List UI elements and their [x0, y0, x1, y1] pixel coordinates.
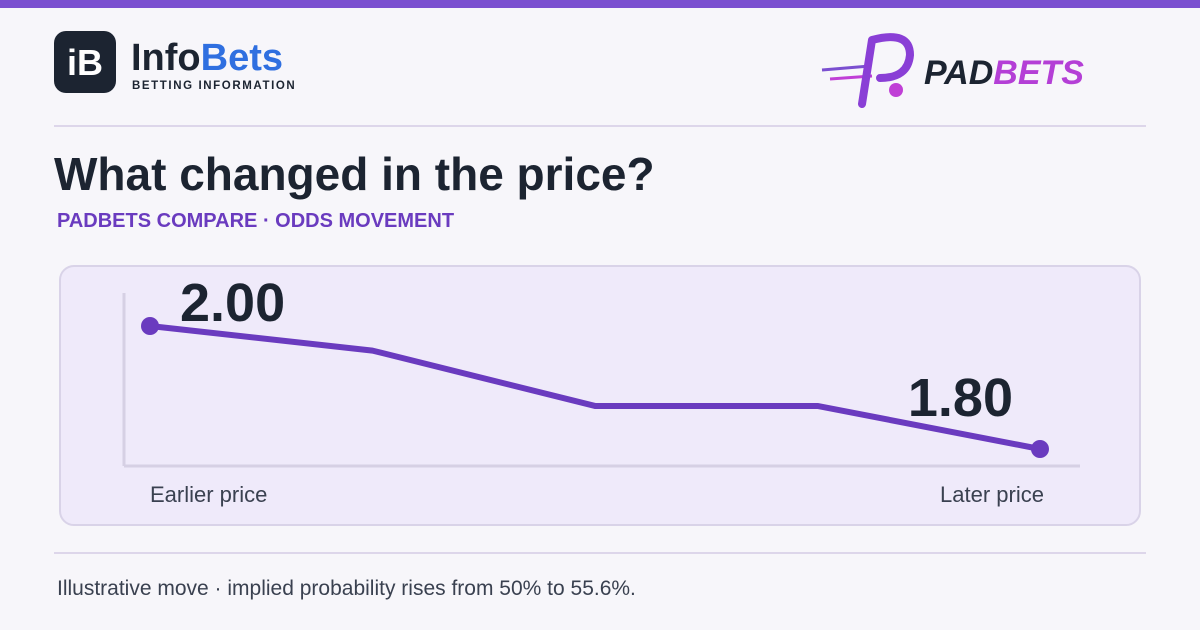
x-label: Earlier price: [150, 482, 267, 507]
x-label: Later price: [940, 482, 1044, 507]
price-point: [1031, 440, 1049, 458]
logo-icon: [54, 31, 116, 93]
logo-icon-text: iB: [67, 42, 103, 83]
padbets-logo: PADBETS: [821, 33, 1084, 108]
plot: 2.00 1.80 Earlier price Later price: [141, 273, 1049, 507]
price-line: [147, 323, 1043, 452]
value-label: 1.80: [908, 368, 1013, 428]
ball: [889, 83, 903, 97]
footer-note: Illustrative move · implied probability …: [57, 577, 636, 600]
chart-panel: [59, 265, 1141, 526]
price-point: [141, 317, 159, 335]
logo-name-part: Info: [131, 37, 201, 79]
logo-name-part: Bets: [201, 37, 283, 79]
logo-name: InfoBets: [131, 37, 283, 79]
padbets-name: PADBETS: [924, 54, 1084, 92]
padbets-name-part: PAD: [924, 54, 993, 92]
chart-title: What changed in the price?: [54, 148, 655, 200]
padbets-name-part: BETS: [993, 54, 1084, 92]
chart-subtitle: PADBETS COMPARE · ODDS MOVEMENT: [57, 210, 454, 232]
value-label: 2.00: [180, 273, 285, 333]
racket: [858, 33, 915, 108]
top-bar: [0, 0, 1200, 8]
speed-line: [821, 64, 871, 72]
logo-tagline: BETTING INFORMATION: [132, 80, 296, 92]
